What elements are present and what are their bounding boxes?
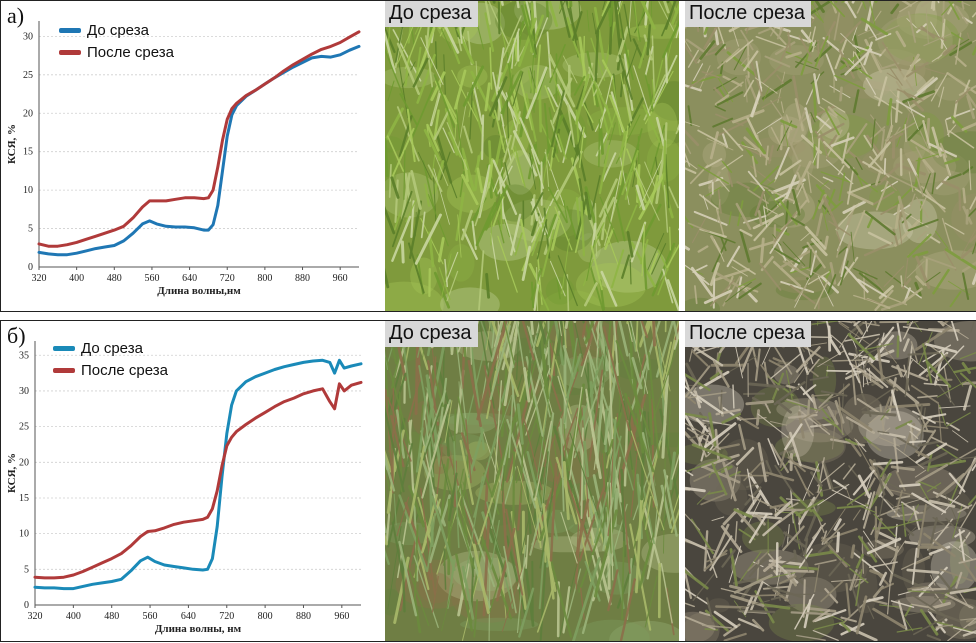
grass-photo-after [685, 1, 976, 311]
series-line-before [35, 360, 361, 588]
y-tick-label: 10 [19, 529, 29, 540]
y-tick-label: 5 [28, 224, 33, 235]
chart-b-legend: До среза После среза [53, 337, 168, 381]
panel-a: 0 5 10 15 20 25 30 320 400 480 560 640 720 800 880 960 Д… [0, 0, 976, 312]
grass-photo-after [685, 321, 976, 641]
x-tick-label: 560 [144, 273, 159, 284]
legend-item-before: До среза [59, 19, 174, 41]
photo-b-before-label: До среза [385, 321, 478, 347]
chart-b: 0 5 10 15 20 25 30 35 320 400 480 560 640 720 800 880 96… [1, 321, 381, 641]
panel-b: 0 5 10 15 20 25 30 35 320 400 480 560 640 720 800 880 96… [0, 320, 976, 642]
y-tick-label: 25 [19, 422, 29, 433]
photo-a-before: До среза [385, 1, 679, 311]
x-tick-label: 720 [220, 273, 235, 284]
panel-b-letter: б) [7, 323, 26, 349]
y-axis-title: КСЯ, % [6, 124, 18, 164]
x-tick-label: 640 [182, 273, 197, 284]
y-tick-label: 0 [24, 600, 29, 611]
grass-photo-before [385, 321, 679, 641]
legend-label-after: После среза [87, 44, 174, 61]
grass-photo-before [385, 1, 679, 311]
x-tick-label: 480 [107, 273, 122, 284]
photo-b-before: До среза [385, 321, 679, 641]
legend-item-before: До среза [53, 337, 168, 359]
y-tick-label: 15 [23, 147, 33, 158]
legend-label-before: До среза [81, 340, 143, 357]
legend-swatch-teal [53, 346, 75, 351]
photo-b-after: После среза [685, 321, 976, 641]
y-tick-label: 5 [24, 564, 29, 575]
x-tick-label: 640 [181, 611, 196, 622]
chart-a-legend: До среза После среза [59, 19, 174, 63]
y-axis-title: КСЯ, % [6, 453, 18, 493]
legend-label-before: До среза [87, 22, 149, 39]
x-tick-label: 400 [66, 611, 81, 622]
chart-a-plot: 0 5 10 15 20 25 30 320 400 480 560 640 720 800 880 960 Д… [1, 1, 381, 313]
legend-swatch-blue [59, 28, 81, 33]
chart-a: 0 5 10 15 20 25 30 320 400 480 560 640 720 800 880 960 Д… [1, 1, 381, 311]
series-line-after [35, 382, 361, 578]
x-tick-label: 560 [143, 611, 158, 622]
x-tick-label: 320 [32, 273, 47, 284]
y-tick-label: 30 [19, 386, 29, 397]
x-tick-label: 880 [295, 273, 310, 284]
x-axis-title: Длина волны, нм [155, 623, 242, 635]
legend-item-after: После среза [59, 41, 174, 63]
y-tick-label: 25 [23, 70, 33, 81]
x-tick-label: 960 [334, 611, 349, 622]
series-line-after [39, 32, 359, 246]
y-tick-label: 10 [23, 185, 33, 196]
x-tick-label: 720 [219, 611, 234, 622]
y-tick-label: 35 [19, 350, 29, 361]
photo-a-before-label: До среза [385, 1, 478, 27]
y-tick-label: 30 [23, 31, 33, 42]
photo-b-after-label: После среза [685, 321, 811, 347]
x-tick-label: 800 [257, 273, 272, 284]
photo-a-after-label: После среза [685, 1, 811, 27]
legend-item-after: После среза [53, 359, 168, 381]
x-tick-label: 400 [69, 273, 84, 284]
x-tick-label: 480 [104, 611, 119, 622]
x-tick-label: 880 [296, 611, 311, 622]
y-tick-label: 15 [19, 493, 29, 504]
x-tick-label: 960 [333, 273, 348, 284]
panel-a-letter: а) [7, 3, 24, 29]
series-line-before [39, 46, 359, 254]
legend-swatch-red [59, 50, 81, 55]
y-tick-label: 20 [23, 108, 33, 119]
x-tick-label: 800 [258, 611, 273, 622]
x-tick-label: 320 [28, 611, 43, 622]
legend-label-after: После среза [81, 362, 168, 379]
legend-swatch-red [53, 368, 75, 373]
y-tick-label: 20 [19, 457, 29, 468]
photo-a-after: После среза [685, 1, 976, 311]
y-tick-label: 0 [28, 262, 33, 273]
x-axis-title: Длина волны,нм [157, 285, 241, 297]
